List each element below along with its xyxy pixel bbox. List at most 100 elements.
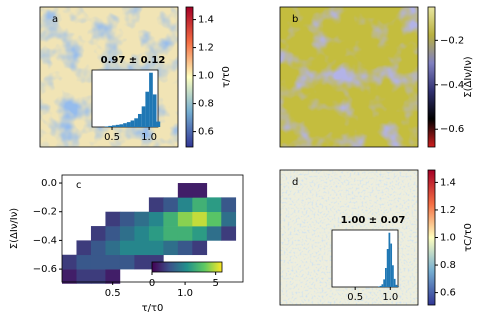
x-tick-label: 0.5 — [105, 288, 121, 299]
histogram-bar — [388, 232, 391, 287]
axes-frame — [61, 174, 244, 283]
y-tick-label: −0.6 — [33, 264, 57, 275]
heatmap-cell — [148, 240, 164, 256]
histogram-bar — [149, 72, 153, 127]
histogram-bar — [392, 265, 394, 287]
heatmap-cell — [119, 226, 135, 241]
image-texture — [280, 7, 418, 147]
axes-frame — [279, 169, 419, 306]
inset-tick-label: 0.5 — [104, 132, 120, 143]
colorbar — [427, 6, 436, 148]
histogram-bar — [145, 91, 150, 127]
colorbar-tick-label: 1.0 — [198, 71, 214, 82]
heatmap-cell — [90, 269, 106, 284]
heatmap-cell — [221, 226, 237, 241]
heatmap-cell — [148, 211, 164, 227]
histogram-bar — [156, 121, 161, 127]
histogram-bar — [119, 124, 124, 127]
heatmap-cell — [90, 226, 106, 241]
colorbar-tick-label: −0.4 — [440, 80, 464, 91]
colorbar — [151, 261, 223, 273]
inset-tick-label: 1.0 — [382, 292, 398, 303]
inset-tick-label: 1.0 — [141, 132, 157, 143]
colorbar-tick-label: 1.0 — [440, 233, 456, 244]
heatmap-cell — [90, 254, 106, 270]
colorbar-tick-label: 1.4 — [198, 15, 214, 26]
heatmap-cell — [105, 254, 121, 270]
histogram-bar — [130, 120, 135, 127]
heatmap-cell — [192, 183, 208, 198]
heatmap-cell — [90, 240, 106, 256]
histogram-bar — [152, 94, 157, 127]
heatmap-cell — [163, 226, 179, 241]
panel-label: b — [292, 14, 298, 25]
heatmap-cell — [192, 211, 208, 227]
heatmap-cell — [206, 197, 222, 213]
panel-label: d — [292, 177, 298, 188]
heatmap-cell — [163, 240, 179, 256]
heatmap-cell — [76, 254, 92, 270]
histogram-bar — [134, 118, 138, 127]
histogram-bar — [381, 284, 384, 287]
colorbar-tick-label: −0.6 — [440, 124, 464, 135]
colorbar-tick-label: 0.6 — [440, 288, 456, 299]
heatmap-cell — [148, 226, 164, 241]
x-tick-label: 1.0 — [177, 288, 193, 299]
histogram-bar — [115, 124, 120, 127]
colorbar-tick-label: 5 — [212, 278, 218, 289]
panel-label: a — [52, 14, 58, 25]
heatmap-cell — [206, 211, 222, 227]
colorbar-tick-label: 1.4 — [440, 177, 456, 188]
heatmap-cell — [134, 240, 150, 256]
heatmap-cell — [76, 269, 92, 284]
heatmap-cell — [177, 197, 193, 213]
heatmap-cell — [221, 197, 237, 213]
colorbar-tick-label: 1.2 — [440, 205, 456, 216]
y-tick-label: 0.0 — [41, 178, 57, 189]
histogram-bar — [390, 243, 393, 287]
histogram-bar — [126, 122, 131, 127]
heatmap-cell — [62, 254, 77, 270]
y-axis-label: Σ(ΔIν/Iν) — [9, 208, 20, 250]
inset-tick-label: 0.5 — [347, 292, 363, 303]
colorbar-tick-label: 0.6 — [198, 127, 214, 138]
heatmap-cell — [76, 240, 92, 256]
heatmap-cell — [119, 254, 135, 270]
colorbar-label: τC/τ0 — [463, 223, 474, 252]
colorbar-tick-label: 0.8 — [440, 260, 456, 271]
histogram-bar — [108, 125, 113, 127]
heatmap-cell — [177, 211, 193, 227]
heatmap-cell — [163, 197, 179, 213]
histogram-bar — [379, 285, 382, 287]
heatmap-cell — [105, 226, 121, 241]
heatmap-cell — [134, 211, 150, 227]
histogram-bar — [137, 113, 142, 127]
colorbar-tick-label: 0 — [149, 278, 155, 289]
colorbar-tick-label: −0.2 — [440, 35, 464, 46]
heatmap-cell — [148, 197, 164, 213]
histogram-bar — [383, 279, 386, 287]
axes-frame — [39, 6, 179, 148]
heatmap-cell — [163, 211, 179, 227]
y-tick-label: −0.2 — [33, 207, 57, 218]
axes-frame — [279, 6, 419, 148]
heatmap-cell — [134, 254, 150, 270]
heatmap-cell — [105, 240, 121, 256]
heatmap-cell — [119, 211, 135, 227]
heatmap-cell — [206, 226, 222, 241]
heatmap-cell — [177, 226, 193, 241]
heatmap-cell — [62, 269, 77, 284]
y-tick-label: −0.4 — [33, 235, 57, 246]
inset-annotation: 1.00 ± 0.07 — [341, 215, 406, 226]
heatmap-cell — [192, 226, 208, 241]
histogram-bar — [377, 286, 380, 287]
heatmap-cell — [119, 240, 135, 256]
heatmap-cell — [134, 226, 150, 241]
histogram-bar — [393, 278, 396, 287]
histogram-bar — [141, 106, 146, 127]
colorbar — [185, 6, 194, 148]
histogram-bar — [397, 286, 400, 287]
colorbar-tick-label: 0.8 — [198, 99, 214, 110]
histogram-bar — [104, 126, 109, 127]
